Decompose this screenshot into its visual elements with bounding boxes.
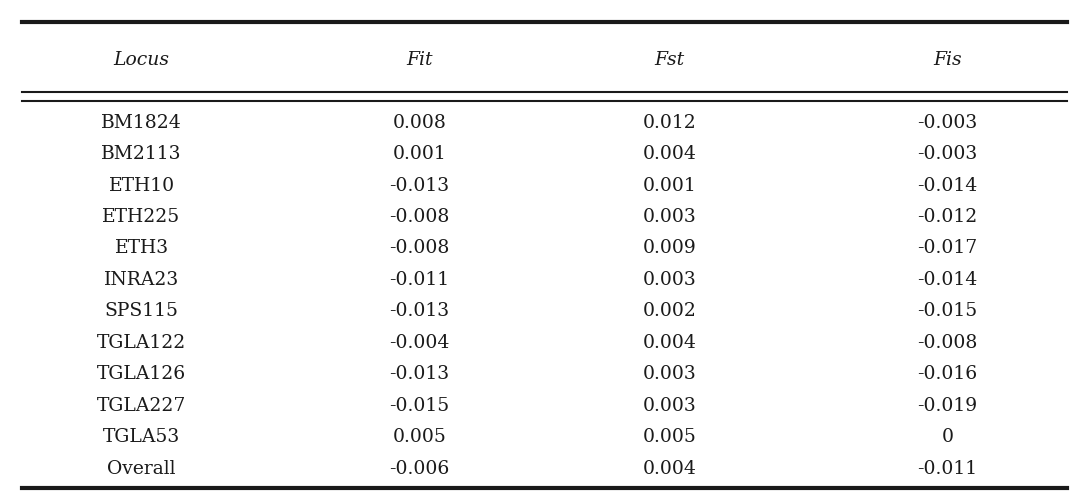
- Text: -0.008: -0.008: [389, 207, 450, 225]
- Text: -0.014: -0.014: [917, 176, 978, 194]
- Text: 0.001: 0.001: [392, 145, 446, 163]
- Text: 0.012: 0.012: [643, 113, 697, 131]
- Text: 0: 0: [941, 427, 954, 445]
- Text: ETH225: ETH225: [102, 207, 181, 225]
- Text: 0.003: 0.003: [643, 365, 697, 383]
- Text: 0.002: 0.002: [643, 302, 697, 320]
- Text: 0.003: 0.003: [643, 207, 697, 225]
- Text: -0.003: -0.003: [917, 113, 978, 131]
- Text: 0.004: 0.004: [643, 145, 697, 163]
- Text: -0.014: -0.014: [917, 271, 978, 289]
- Text: -0.008: -0.008: [917, 333, 978, 351]
- Text: -0.016: -0.016: [917, 365, 978, 383]
- Text: -0.006: -0.006: [389, 459, 450, 477]
- Text: TGLA227: TGLA227: [97, 396, 186, 414]
- Text: -0.013: -0.013: [389, 365, 450, 383]
- Text: 0.009: 0.009: [643, 239, 697, 257]
- Text: 0.008: 0.008: [392, 113, 446, 131]
- Text: -0.015: -0.015: [389, 396, 450, 414]
- Text: -0.013: -0.013: [389, 176, 450, 194]
- Text: BM2113: BM2113: [101, 145, 182, 163]
- Text: 0.004: 0.004: [643, 459, 697, 477]
- Text: -0.008: -0.008: [389, 239, 450, 257]
- Text: SPS115: SPS115: [105, 302, 179, 320]
- Text: 0.004: 0.004: [643, 333, 697, 351]
- Text: ETH10: ETH10: [109, 176, 174, 194]
- Text: -0.011: -0.011: [389, 271, 450, 289]
- Text: BM1824: BM1824: [101, 113, 182, 131]
- Text: -0.004: -0.004: [389, 333, 450, 351]
- Text: 0.003: 0.003: [643, 271, 697, 289]
- Text: -0.019: -0.019: [917, 396, 978, 414]
- Text: 0.005: 0.005: [392, 427, 446, 445]
- Text: INRA23: INRA23: [103, 271, 180, 289]
- Text: Fit: Fit: [406, 51, 432, 69]
- Text: Overall: Overall: [108, 459, 175, 477]
- Text: Fis: Fis: [933, 51, 962, 69]
- Text: TGLA122: TGLA122: [97, 333, 186, 351]
- Text: TGLA53: TGLA53: [103, 427, 180, 445]
- Text: TGLA126: TGLA126: [97, 365, 186, 383]
- Text: -0.003: -0.003: [917, 145, 978, 163]
- Text: -0.017: -0.017: [917, 239, 978, 257]
- Text: 0.005: 0.005: [643, 427, 697, 445]
- Text: -0.011: -0.011: [917, 459, 978, 477]
- Text: -0.013: -0.013: [389, 302, 450, 320]
- Text: 0.003: 0.003: [643, 396, 697, 414]
- Text: -0.015: -0.015: [917, 302, 978, 320]
- Text: Locus: Locus: [113, 51, 170, 69]
- Text: Fst: Fst: [654, 51, 685, 69]
- Text: ETH3: ETH3: [114, 239, 169, 257]
- Text: 0.001: 0.001: [643, 176, 697, 194]
- Text: -0.012: -0.012: [917, 207, 978, 225]
